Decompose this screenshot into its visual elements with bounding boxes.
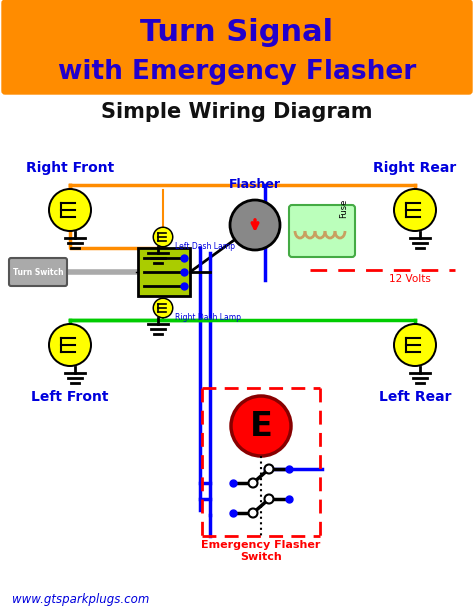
Circle shape bbox=[50, 325, 90, 365]
Circle shape bbox=[248, 509, 257, 517]
Text: Right Front: Right Front bbox=[26, 161, 114, 175]
Text: Simple Wiring Diagram: Simple Wiring Diagram bbox=[101, 102, 373, 122]
Circle shape bbox=[154, 228, 172, 246]
Circle shape bbox=[393, 188, 437, 232]
FancyBboxPatch shape bbox=[289, 205, 355, 257]
Circle shape bbox=[231, 396, 291, 456]
Circle shape bbox=[264, 495, 273, 503]
Text: Left Dash Lamp: Left Dash Lamp bbox=[175, 242, 235, 251]
Text: 12 Volts: 12 Volts bbox=[389, 274, 431, 284]
Circle shape bbox=[154, 299, 172, 317]
Text: Emergency Flasher: Emergency Flasher bbox=[201, 540, 321, 550]
Text: Right Rear: Right Rear bbox=[374, 161, 456, 175]
FancyBboxPatch shape bbox=[9, 258, 67, 286]
Text: www.gtsparkplugs.com: www.gtsparkplugs.com bbox=[12, 593, 149, 606]
Circle shape bbox=[50, 190, 90, 230]
Circle shape bbox=[48, 188, 92, 232]
Circle shape bbox=[230, 200, 280, 250]
Circle shape bbox=[248, 479, 257, 487]
Circle shape bbox=[48, 323, 92, 367]
Circle shape bbox=[153, 226, 173, 248]
Circle shape bbox=[395, 190, 435, 230]
Text: Flasher: Flasher bbox=[229, 178, 281, 191]
FancyBboxPatch shape bbox=[2, 0, 472, 94]
Text: Turn Signal: Turn Signal bbox=[140, 18, 334, 47]
Bar bbox=[138, 248, 190, 296]
Text: Left Front: Left Front bbox=[31, 390, 109, 404]
Text: Turn Switch: Turn Switch bbox=[13, 267, 64, 276]
Text: Left Rear: Left Rear bbox=[379, 390, 451, 404]
Circle shape bbox=[264, 465, 273, 473]
Text: Right Dash Lamp: Right Dash Lamp bbox=[175, 313, 241, 322]
Text: with Emergency Flasher: with Emergency Flasher bbox=[58, 59, 416, 85]
Text: E: E bbox=[250, 409, 273, 443]
Circle shape bbox=[393, 323, 437, 367]
Text: Switch: Switch bbox=[240, 552, 282, 562]
Circle shape bbox=[395, 325, 435, 365]
Circle shape bbox=[153, 297, 173, 319]
Text: Fuse: Fuse bbox=[339, 199, 348, 218]
